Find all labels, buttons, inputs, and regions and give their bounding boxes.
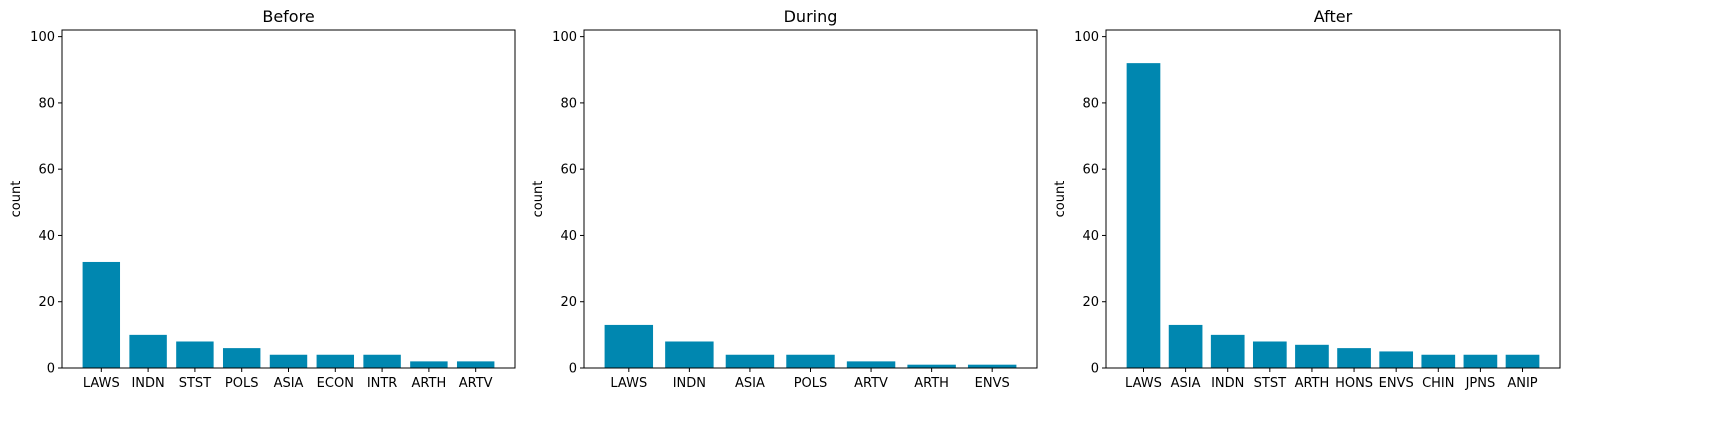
x-tick-label: ECON [317,376,354,391]
x-tick-label: ENVS [975,376,1010,391]
bar-laws [604,324,654,368]
chart-panel-1: 0 20 40 60 80 100 LAWS INDN ASIA POLS ARTV ARTH ENVS… [531,7,1038,391]
x-tick-label: POLS [794,376,828,391]
bar-artv [846,361,896,368]
x-tick-label: ARTH [412,376,447,391]
x-tick-label: ANIP [1507,376,1537,391]
bar-envs [967,364,1017,368]
bar-econ [316,354,355,368]
y-tick-label: 60 [38,163,55,178]
bar-stst [1252,341,1287,368]
bar-indn [129,334,167,368]
y-tick-label: 40 [38,229,55,244]
y-tick-label: 0 [1091,362,1099,377]
bar-laws [1126,63,1161,368]
x-tick-label: INTR [367,376,398,391]
bar-pols [786,354,835,368]
x-tick-label: STST [179,376,211,391]
y-axis-title: count [531,181,546,218]
x-tick-label: ARTV [854,376,888,391]
y-tick-label: 20 [38,295,55,310]
x-tick-label: ARTV [459,376,493,391]
bar-arth [1295,344,1329,368]
y-tick-label: 60 [560,163,577,178]
y-tick-label: 100 [1074,30,1099,45]
plot-frame [1105,29,1561,369]
bar-jpns [1463,354,1498,368]
x-tick-label: LAWS [1125,376,1162,391]
y-tick-label: 80 [560,96,577,111]
y-tick-label: 20 [560,295,577,310]
x-tick-label: ENVS [1379,376,1414,391]
bar-anip [1505,354,1540,368]
chart-title: After [1314,7,1353,26]
y-tick-label: 40 [560,229,577,244]
y-tick-label: 80 [38,96,55,111]
x-tick-label: INDN [1211,376,1244,391]
chart-title: Before [262,7,314,26]
bar-stst [176,341,214,368]
y-tick-label: 100 [30,30,55,45]
bar-pols [222,348,261,368]
x-tick-label: ASIA [735,376,765,391]
chart-panel-0: 0 20 40 60 80 100 LAWS INDN STST POLS ASIA ECON INTR… [9,7,516,391]
x-tick-label: ASIA [274,376,304,391]
x-tick-label: POLS [225,376,259,391]
y-tick-label: 0 [569,362,577,377]
bar-indn [665,341,714,368]
bar-indn [1210,334,1245,368]
x-tick-label: LAWS [610,376,647,391]
chart-panel-2: 0 20 40 60 80 100 LAWS ASIA INDN STST ARTH HONS ENVS… [1053,7,1561,391]
y-tick-label: 100 [552,30,577,45]
x-tick-label: JPNS [1465,376,1496,391]
y-tick-label: 20 [1082,295,1099,310]
y-tick-label: 40 [1082,229,1099,244]
y-tick-label: 0 [47,362,55,377]
x-tick-label: STST [1254,376,1286,391]
bar-asia [725,354,775,368]
bar-chin [1421,354,1456,368]
y-axis-title: count [9,181,24,218]
x-tick-label: ARTH [914,376,949,391]
bar-arth [410,361,448,368]
bar-laws [82,261,121,368]
x-tick-label: ASIA [1171,376,1201,391]
bar-artv [456,361,495,368]
chart-title: During [784,7,838,26]
x-tick-label: INDN [673,376,706,391]
x-tick-label: HONS [1335,376,1373,391]
y-tick-label: 60 [1082,163,1099,178]
x-tick-label: INDN [131,376,164,391]
x-tick-label: CHIN [1422,376,1454,391]
x-tick-label: LAWS [83,376,120,391]
y-axis-title: count [1053,181,1068,218]
bar-asia [1168,324,1203,368]
x-tick-label: ARTH [1295,376,1330,391]
bar-arth [907,364,956,368]
bar-envs [1379,351,1414,368]
bar-intr [363,354,401,368]
bar-hons [1337,348,1371,368]
bar-asia [269,354,308,368]
y-tick-label: 80 [1082,96,1099,111]
